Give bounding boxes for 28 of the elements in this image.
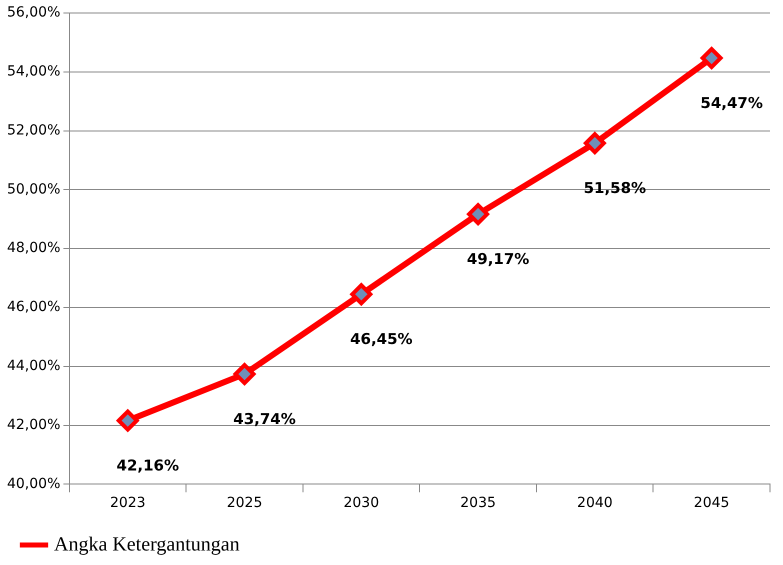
data-label: 54,47%	[700, 94, 763, 112]
point	[234, 363, 256, 386]
y-tick-label: 42,00%	[6, 416, 60, 433]
data-label: 43,74%	[233, 410, 296, 428]
y-tick-label: 54,00%	[6, 64, 60, 80]
y-tick-label: 44,00%	[6, 358, 60, 374]
x-tick-label: 2030	[343, 495, 380, 512]
x-tick-label: 2023	[110, 495, 146, 512]
x-tick-label: 2045	[694, 495, 730, 512]
data-label: 51,58%	[584, 179, 646, 198]
point	[350, 283, 372, 306]
data-label: 42,16%	[116, 456, 180, 474]
point	[584, 132, 606, 154]
y-tick-label: 46,00%	[6, 299, 60, 316]
point	[467, 203, 490, 226]
x-tick-label: 2040	[577, 495, 613, 512]
x-tick-label: 2025	[226, 495, 262, 512]
data-label: 49,17%	[466, 250, 530, 268]
point	[116, 410, 139, 432]
y-tick-label: 52,00%	[6, 122, 60, 138]
point	[700, 47, 723, 70]
data-label: 46,45%	[350, 330, 413, 348]
y-tick-label: 50,00%	[6, 181, 60, 198]
y-tick-label: 56,00%	[6, 4, 60, 21]
x-tick-label: 2035	[460, 495, 496, 512]
y-tick-label: 40,00%	[6, 476, 60, 492]
legend-label: Angka Ketergantungan	[54, 533, 240, 556]
y-tick-label: 48,00%	[6, 240, 60, 256]
